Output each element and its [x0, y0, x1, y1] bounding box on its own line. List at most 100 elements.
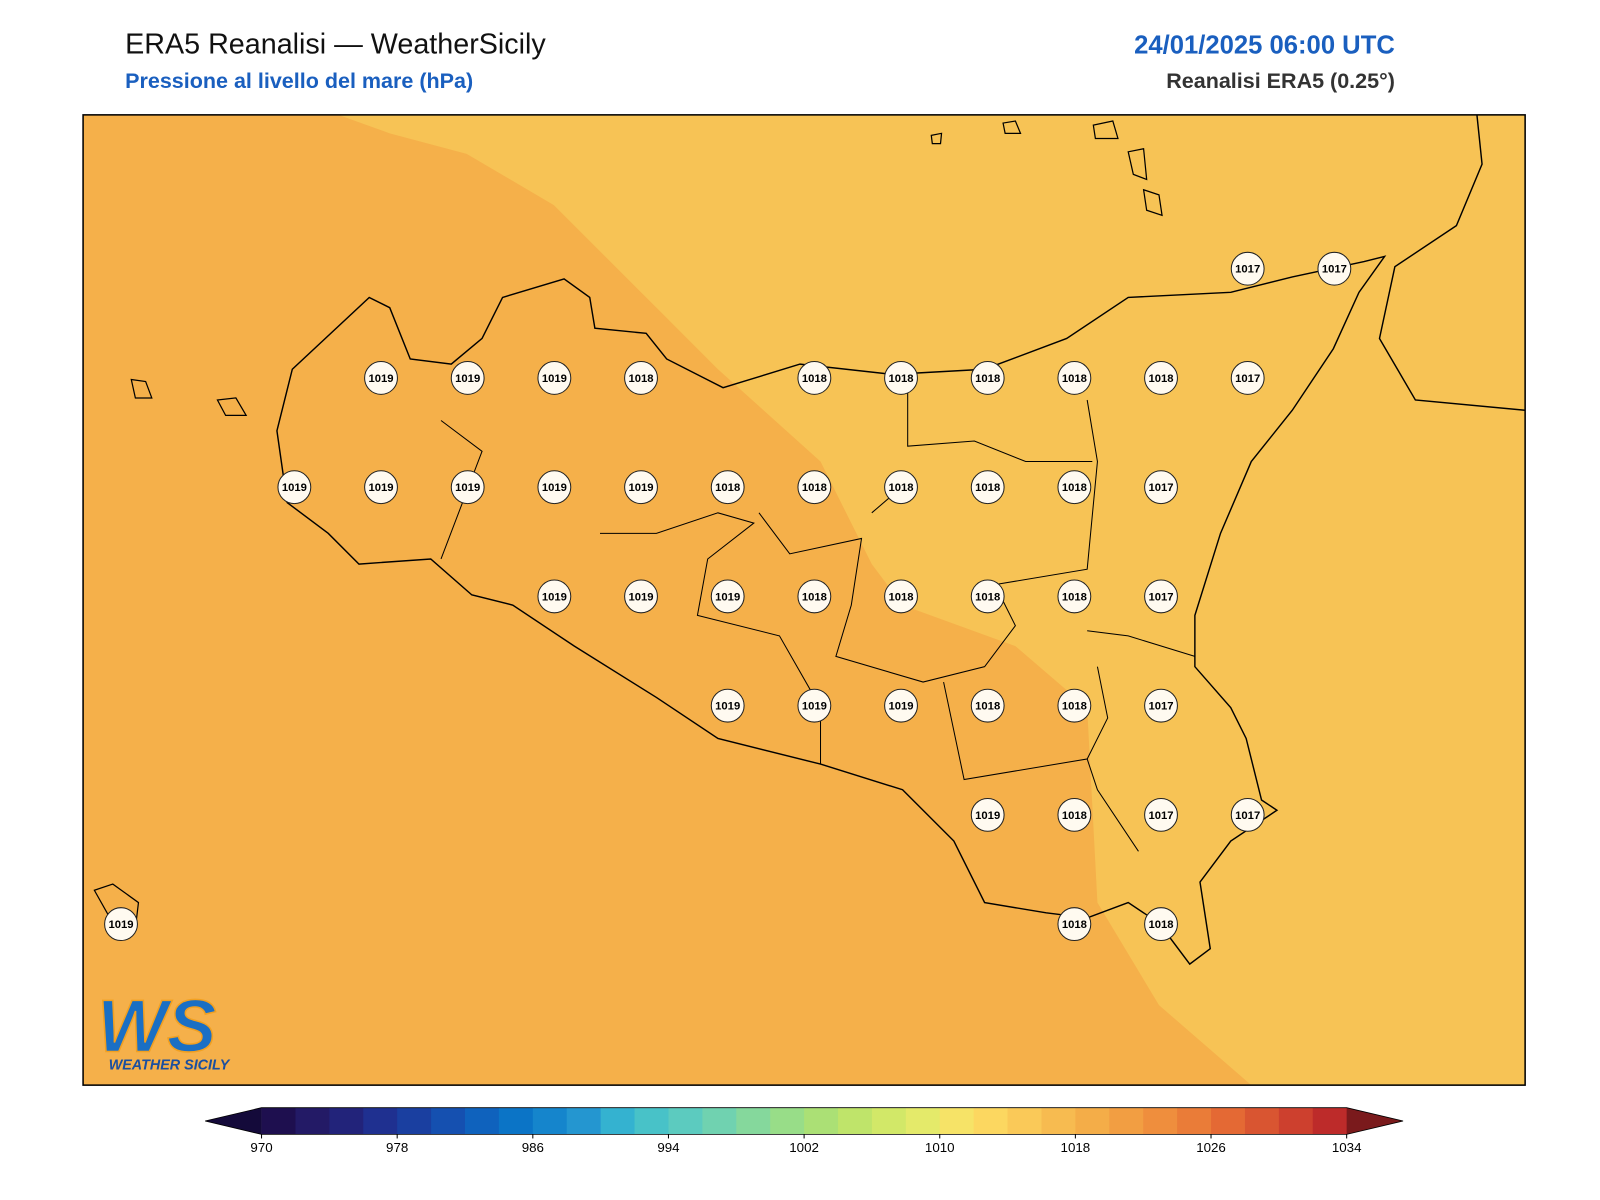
station-marker: [1057, 907, 1092, 942]
station-label: 1019: [628, 482, 653, 494]
title: ERA5 Reanalisi — WeatherSicily: [125, 28, 546, 60]
date: 24/01/2025 06:00 UTC: [1134, 31, 1395, 59]
station-marker: [710, 579, 745, 614]
station-marker: [970, 361, 1005, 395]
station-marker: [624, 361, 658, 395]
station-label: 1018: [975, 701, 1000, 713]
station-marker: [884, 470, 918, 505]
colorbar-box: [702, 1107, 737, 1135]
colorbar-box: [871, 1107, 907, 1135]
station-marker: [797, 579, 832, 614]
station-label: 1018: [975, 373, 1000, 385]
colorbar-box: [397, 1107, 432, 1135]
calabria-coast: [1378, 114, 1526, 411]
station-label: 1018: [1062, 919, 1087, 931]
station-label: 1017: [1322, 264, 1347, 276]
colorbar-tick-label: 970: [250, 1140, 272, 1155]
station-marker: [884, 579, 918, 614]
station-marker: [710, 470, 745, 505]
station-label: 1018: [1148, 919, 1173, 931]
logo-text: WEATHER SICILY: [109, 1058, 231, 1074]
station-label: 1018: [715, 482, 740, 494]
station-marker: [797, 361, 832, 395]
station-label: 1019: [802, 701, 827, 713]
colorbar-under: [205, 1107, 262, 1135]
station-marker: [1144, 688, 1178, 723]
colorbar-box: [770, 1107, 805, 1135]
colorbar-tick-label: 1034: [1332, 1140, 1362, 1155]
station-marker: [1057, 470, 1092, 505]
station-label: 1018: [1148, 373, 1173, 385]
colorbar-box: [1244, 1107, 1280, 1135]
station-marker: [884, 688, 918, 723]
colorbar-box: [261, 1107, 296, 1135]
station-label: 1017: [1235, 264, 1260, 276]
station-label: 1019: [542, 482, 567, 494]
colorbar-box: [431, 1107, 466, 1135]
station-marker: [1144, 907, 1178, 942]
station-marker: [1144, 579, 1178, 614]
colorbar-box: [838, 1107, 873, 1135]
station-label: 1018: [975, 482, 1000, 494]
colorbar-tick-label: 1010: [925, 1140, 955, 1155]
station-marker: [1230, 797, 1265, 832]
stations: 1017 1017 1019 1019 1019 1018 1018 1018 1018 1018…: [104, 251, 1352, 942]
colorbar-over: [1346, 1107, 1404, 1135]
station-marker: [1230, 361, 1265, 395]
station-label: 1019: [455, 482, 480, 494]
station-marker: [710, 688, 745, 723]
colorbar-box: [363, 1107, 398, 1135]
logo-mark: WS: [97, 984, 216, 1067]
station-label: 1019: [542, 591, 567, 603]
colorbar-box: [668, 1107, 703, 1135]
colorbar-tick-label: 1018: [1061, 1140, 1091, 1155]
station-marker: [1057, 579, 1092, 614]
colorbar-box: [1177, 1107, 1212, 1135]
station-label: 1018: [888, 482, 913, 494]
station-label: 1018: [975, 591, 1000, 603]
station-marker: [970, 797, 1005, 832]
station-marker: [1144, 797, 1178, 832]
station-label: 1018: [628, 373, 653, 385]
station-marker: [1230, 251, 1265, 286]
station-marker: [364, 470, 398, 505]
colorbar-box: [634, 1107, 669, 1135]
station-marker: [1317, 251, 1352, 286]
colorbar-box: [1211, 1107, 1246, 1135]
station-label: 1019: [282, 482, 307, 494]
station-label: 1019: [455, 373, 480, 385]
colorbar-tick-label: 978: [386, 1140, 408, 1155]
station-label: 1017: [1235, 373, 1260, 385]
colorbar-box: [1278, 1107, 1314, 1135]
station-label: 1019: [368, 482, 393, 494]
station-label: 1017: [1148, 810, 1173, 822]
colorbar-box: [905, 1107, 941, 1135]
station-marker: [1057, 797, 1092, 832]
station-label: 1018: [1062, 701, 1087, 713]
colorbar-box: [1143, 1107, 1178, 1135]
colorbar-tick-label: 1002: [789, 1140, 819, 1155]
station-label: 1019: [715, 591, 740, 603]
station-marker: [364, 361, 398, 395]
colorbar-tick-label: 994: [657, 1140, 680, 1155]
station-label: 1019: [628, 591, 653, 603]
station-marker: [104, 907, 138, 942]
station-marker: [970, 470, 1005, 505]
station-label: 1018: [802, 591, 827, 603]
colorbar-tick-label: 1026: [1196, 1140, 1226, 1155]
station-marker: [624, 470, 658, 505]
station-label: 1018: [1062, 591, 1087, 603]
islands: [93, 120, 1163, 929]
colorbar-box: [939, 1107, 975, 1135]
station-marker: [450, 361, 485, 395]
station-marker: [970, 688, 1005, 723]
colorbar-box: [532, 1107, 568, 1135]
station-marker: [797, 688, 832, 723]
colorbar-box: [600, 1107, 636, 1135]
station-label: 1018: [888, 591, 913, 603]
station-label: 1019: [542, 373, 567, 385]
station-label: 1019: [368, 373, 393, 385]
station-label: 1018: [802, 482, 827, 494]
